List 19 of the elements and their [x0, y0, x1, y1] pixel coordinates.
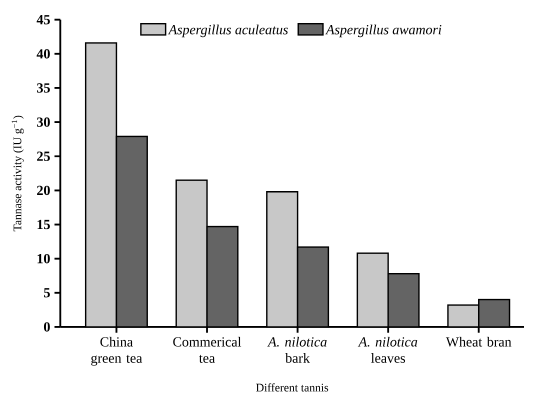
- y-tick-label: 45: [36, 14, 50, 24]
- y-tick-label: 10: [38, 254, 50, 264]
- legend-label: Aspergillus awamori: [325, 24, 442, 38]
- y-tick-label: 5: [44, 288, 50, 298]
- x-tick-label: China green tea: [91, 336, 142, 366]
- x-tick-label: Commerical tea: [173, 336, 242, 363]
- y-tick-label: 20: [37, 186, 50, 195]
- legend-label: Aspergillus aculeatus: [168, 24, 288, 38]
- y-tick-label: 25: [37, 151, 50, 161]
- x-tick-label: A. nilotica bark: [267, 336, 327, 363]
- y-tick-label: 30: [37, 117, 50, 127]
- x-tick-label: A. nilotica leaves: [358, 336, 418, 363]
- y-tick-label: 40: [36, 48, 50, 58]
- y-tick-label: 0: [44, 322, 50, 332]
- y-tick-label: 35: [37, 83, 50, 92]
- y-tick-label: 15: [38, 220, 50, 229]
- x-axis-title: Different tannis: [256, 383, 328, 392]
- y-axis-title: Tannase activity (IU g$^{−1}$): [12, 116, 24, 232]
- x-tick-label: Wheat bran: [446, 336, 512, 346]
